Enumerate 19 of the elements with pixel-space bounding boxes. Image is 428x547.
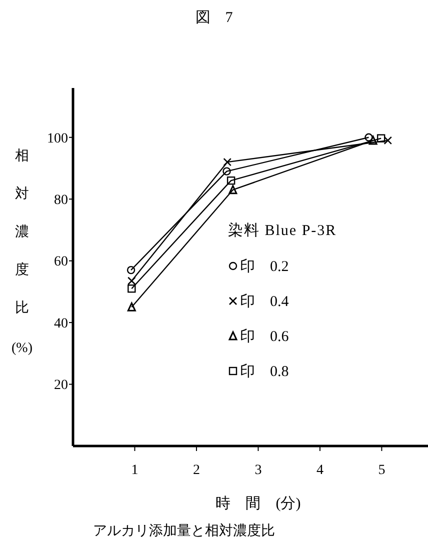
y-tick-label: 60: [54, 254, 68, 270]
y-tick-label: 100: [47, 131, 68, 146]
y-tick-label: 40: [54, 316, 68, 332]
x-tick-label: 2: [192, 463, 200, 478]
text: アルカリ添加量と相対濃度比: [93, 523, 275, 539]
x-tick-label: 1: [131, 463, 138, 478]
x-axis-title: 時 間 (分): [216, 495, 301, 512]
text: 相対濃度比(%): [12, 149, 32, 356]
x-tick-label: 3: [254, 463, 262, 478]
chart-title: 図 7: [195, 10, 234, 26]
legend-label: 印 0.8: [240, 363, 289, 380]
legend-label: 印 0.6: [240, 328, 290, 345]
x-tick-label: 4: [316, 463, 324, 478]
x-tick-label: 5: [378, 463, 386, 478]
legend-label: 印 0.4: [240, 293, 290, 310]
legend-label: 印 0.2: [240, 258, 289, 275]
legend-title: 染料 Blue P-3R: [228, 222, 337, 239]
y-tick-label: 80: [54, 193, 68, 208]
y-tick-label: 20: [54, 378, 68, 394]
